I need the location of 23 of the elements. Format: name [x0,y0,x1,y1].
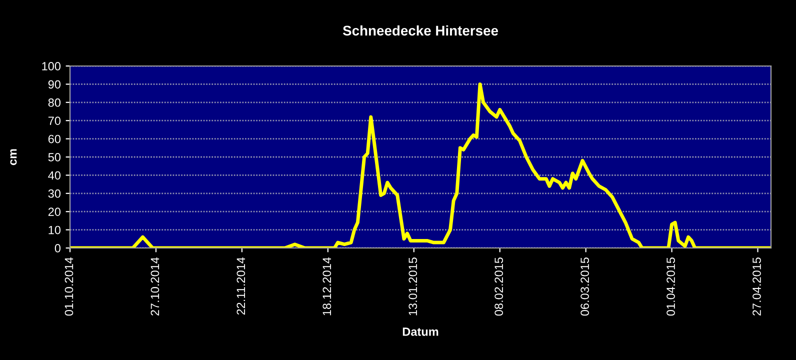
y-tick-label: 70 [48,116,61,125]
x-tick-label: 01.04.2015 [666,258,675,316]
y-tick-label: 90 [48,80,61,89]
y-tick-label: 40 [48,171,61,180]
y-tick-label: 60 [48,134,61,144]
x-tick-label: 27.10.2014 [150,257,160,316]
y-tick-label: 50 [48,153,61,162]
y-tick-label: 80 [48,98,61,107]
x-tick-label: 18.12.2014 [322,257,332,316]
y-axis-title: cm [10,149,17,166]
y-tick-label: 0 [54,244,61,252]
y-tick-label: 20 [48,208,61,216]
x-tick-label: 13.01.2015 [408,258,418,316]
x-tick-label: 08.02.2015 [494,258,504,316]
chart-title: Schneedecke Hintersee [342,25,498,36]
x-tick-label: 06.03.2015 [580,258,589,316]
x-axis-title: Datum [402,328,438,336]
y-tick-label: 10 [48,226,61,234]
y-tick-label: 30 [48,189,61,198]
y-tick-label: 100 [42,62,61,70]
x-tick-label: 22.11.2014 [236,257,246,315]
x-tick-label: 27.04.2015 [752,258,761,316]
x-tick-label: 01.10.2014 [64,257,74,316]
